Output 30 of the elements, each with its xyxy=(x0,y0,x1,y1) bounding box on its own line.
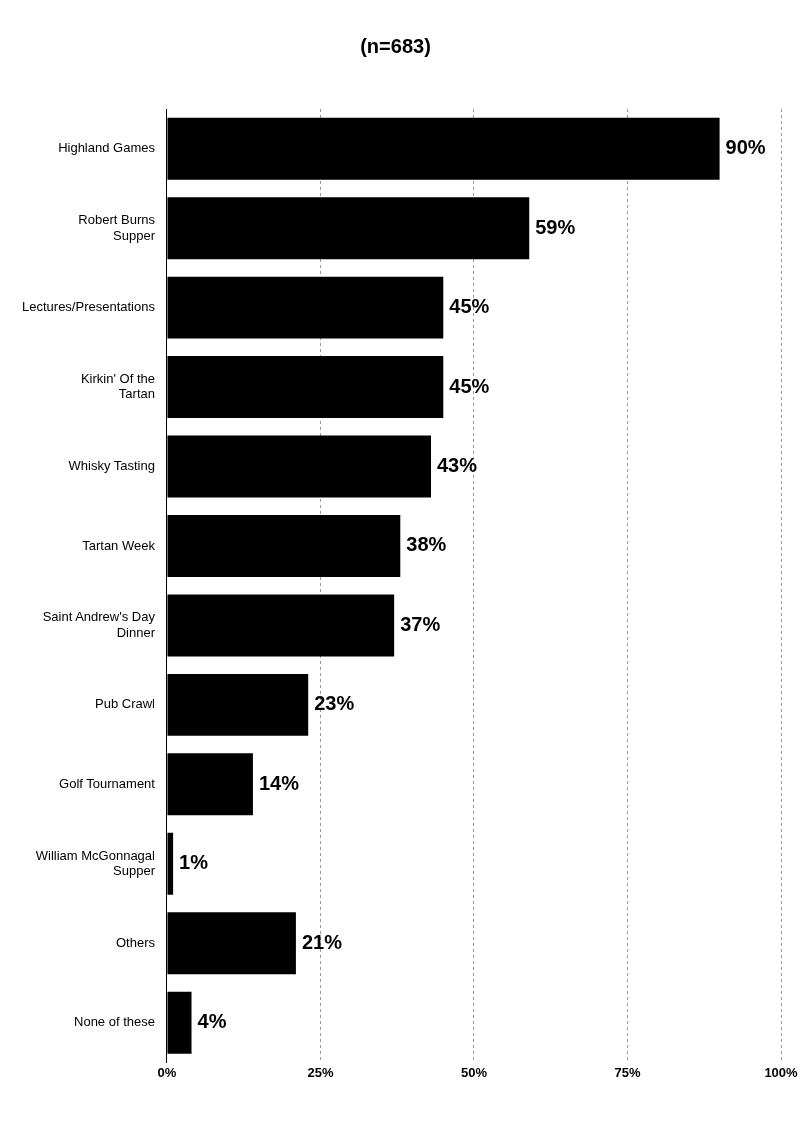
x-tick-label: 50% xyxy=(460,1064,488,1080)
x-tick-label: 0% xyxy=(157,1064,177,1080)
y-tick-label: Golf Tournament xyxy=(59,775,156,791)
data-label: 90% xyxy=(725,136,766,159)
x-tick-label: 75% xyxy=(614,1064,641,1080)
data-label: 23% xyxy=(314,692,355,715)
data-label: 14% xyxy=(258,771,300,794)
data-label: 1% xyxy=(179,851,209,874)
y-tick-label: None of these xyxy=(74,1014,155,1030)
x-tick-label: 100% xyxy=(764,1064,799,1080)
data-label: 43% xyxy=(437,454,478,477)
y-tick-label: Saint Andrew's Day Dinner xyxy=(42,609,156,640)
data-label: 21% xyxy=(301,930,343,953)
y-tick-label: Highland Games xyxy=(58,140,156,156)
data-label: 45% xyxy=(449,374,490,397)
y-tick-label: Robert Burns Supper xyxy=(78,211,156,243)
y-tick-label: William McGonnagal Supper xyxy=(35,847,156,879)
y-tick-label: Kirkin' Of the Tartan xyxy=(80,370,155,402)
data-label: 59% xyxy=(535,215,576,238)
data-label: 38% xyxy=(406,533,447,556)
data-label: 37% xyxy=(400,612,441,635)
chart-title: (n=683) xyxy=(360,34,431,57)
data-label: 4% xyxy=(197,1010,227,1033)
y-tick-label: Others xyxy=(115,934,156,950)
y-tick-label: Lectures/Presentations xyxy=(22,299,156,315)
data-label: 45% xyxy=(449,295,490,318)
y-tick-label: Tartan Week xyxy=(82,537,156,553)
x-tick-label: 25% xyxy=(307,1064,334,1080)
y-tick-label: Pub Crawl xyxy=(95,696,156,712)
y-tick-label: Whisky Tasting xyxy=(68,458,155,474)
